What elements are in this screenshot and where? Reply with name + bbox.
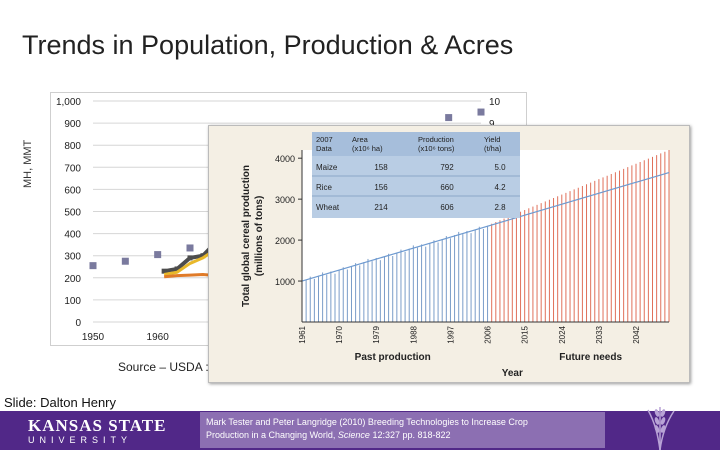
series-marker xyxy=(161,268,167,274)
series-marker xyxy=(200,253,206,259)
y-tick-label: 200 xyxy=(64,274,81,285)
table-header: Area xyxy=(352,135,369,144)
population-marker xyxy=(477,108,485,116)
x-tick-label: 1988 xyxy=(409,325,418,343)
y-tick-label: 600 xyxy=(64,185,81,196)
y-tick-label: 100 xyxy=(64,296,81,307)
source-text: Source – USDA : xyxy=(118,360,209,374)
reference-box: Mark Tester and Peter Langridge (2010) B… xyxy=(200,412,605,448)
x-tick-label: 1970 xyxy=(335,325,344,343)
x-tick-label: 2042 xyxy=(632,325,641,343)
x-tick-label: 1979 xyxy=(372,325,381,343)
table-cell: 660 xyxy=(440,183,454,192)
population-marker xyxy=(121,257,129,265)
table-header: Data xyxy=(316,144,333,153)
y-axis-title-line1: Total global cereal production xyxy=(241,165,252,307)
table-header: Yield xyxy=(484,135,500,144)
series-marker xyxy=(187,255,193,261)
x-tick-label: 1960 xyxy=(147,332,170,343)
y-tick-label: 1000 xyxy=(275,277,295,287)
y-tick-label: 800 xyxy=(64,141,81,152)
y2-tick-label: 10 xyxy=(489,97,501,108)
y-tick-label: 3000 xyxy=(275,195,295,205)
y-tick-label: 0 xyxy=(75,318,81,329)
cereal-production-chart-svg: 1000 2000 3000 4000 1961 1970 1979 1988 1997 2006… xyxy=(241,132,670,379)
table-cell: 5.0 xyxy=(494,163,506,172)
table-header-background xyxy=(312,132,520,156)
reference-journal: Science xyxy=(337,430,370,440)
cereal-production-chart: 1000 2000 3000 4000 1961 1970 1979 1988 1997 2006… xyxy=(208,125,690,383)
y-tick-label: 900 xyxy=(64,119,81,130)
population-chart-ylabel: MH, MMT xyxy=(22,139,34,188)
region-label-past: Past production xyxy=(355,352,431,363)
table-cell: Maize xyxy=(316,163,338,172)
y-tick-label: 400 xyxy=(64,230,81,241)
trend-line xyxy=(301,171,670,282)
y-tick-label: 500 xyxy=(64,208,81,219)
x-tick-label: 1961 xyxy=(298,325,307,343)
y-tick-label: 4000 xyxy=(275,154,295,164)
reference-prefix: Production in a Changing World, xyxy=(206,430,338,440)
table-cell: 4.2 xyxy=(494,183,506,192)
x-tick-label: 2024 xyxy=(558,325,567,343)
series-marker xyxy=(174,266,180,272)
population-marker xyxy=(154,251,162,259)
x-tick-label: 2033 xyxy=(595,325,604,343)
population-marker xyxy=(445,114,453,122)
table-header: (x10⁶ tons) xyxy=(418,144,455,153)
table-cell: 158 xyxy=(374,163,388,172)
y-tick-label: 700 xyxy=(64,163,81,174)
table-cell: 2.8 xyxy=(494,203,506,212)
region-label-future: Future needs xyxy=(559,352,622,363)
table-header: (t/ha) xyxy=(484,144,502,153)
y2-tick-label: 9 xyxy=(489,119,495,130)
x-tick-label: 2015 xyxy=(521,325,530,343)
table-cell: 792 xyxy=(440,163,454,172)
y-tick-label: 300 xyxy=(64,252,81,263)
table-header: Production xyxy=(418,135,454,144)
x-tick-label: 1997 xyxy=(446,325,455,343)
table-header: 2007 xyxy=(316,135,333,144)
table-cell: Wheat xyxy=(316,203,340,212)
y-axis-title-line2: (millions of tons) xyxy=(254,196,265,277)
table-cell: 606 xyxy=(440,203,454,212)
table-cell: Rice xyxy=(316,183,333,192)
population-marker xyxy=(89,262,97,270)
slide-title: Trends in Population, Production & Acres xyxy=(22,30,514,60)
ksu-logo-line2: UNIVERSITY xyxy=(28,435,133,445)
table-cell: 156 xyxy=(374,183,388,192)
table-header: (x10⁶ ha) xyxy=(352,144,383,153)
ksu-logo-line1: KANSAS STATE xyxy=(28,416,167,435)
population-marker xyxy=(186,244,194,252)
x-axis-title: Year xyxy=(502,368,523,379)
wheat-icon xyxy=(647,407,675,450)
slide-credit: Slide: Dalton Henry xyxy=(4,395,116,410)
x-tick-label: 2006 xyxy=(484,325,493,343)
table-cell: 214 xyxy=(374,203,388,212)
reference-line1: Mark Tester and Peter Langridge (2010) B… xyxy=(206,417,528,427)
y-tick-label: 2000 xyxy=(275,236,295,246)
reference-suffix: 12:327 pp. 818-822 xyxy=(369,430,451,440)
y-tick-label: 1,000 xyxy=(56,97,81,108)
reference-line2: Production in a Changing World, Science … xyxy=(206,429,599,442)
x-tick-label: 1950 xyxy=(82,332,105,343)
